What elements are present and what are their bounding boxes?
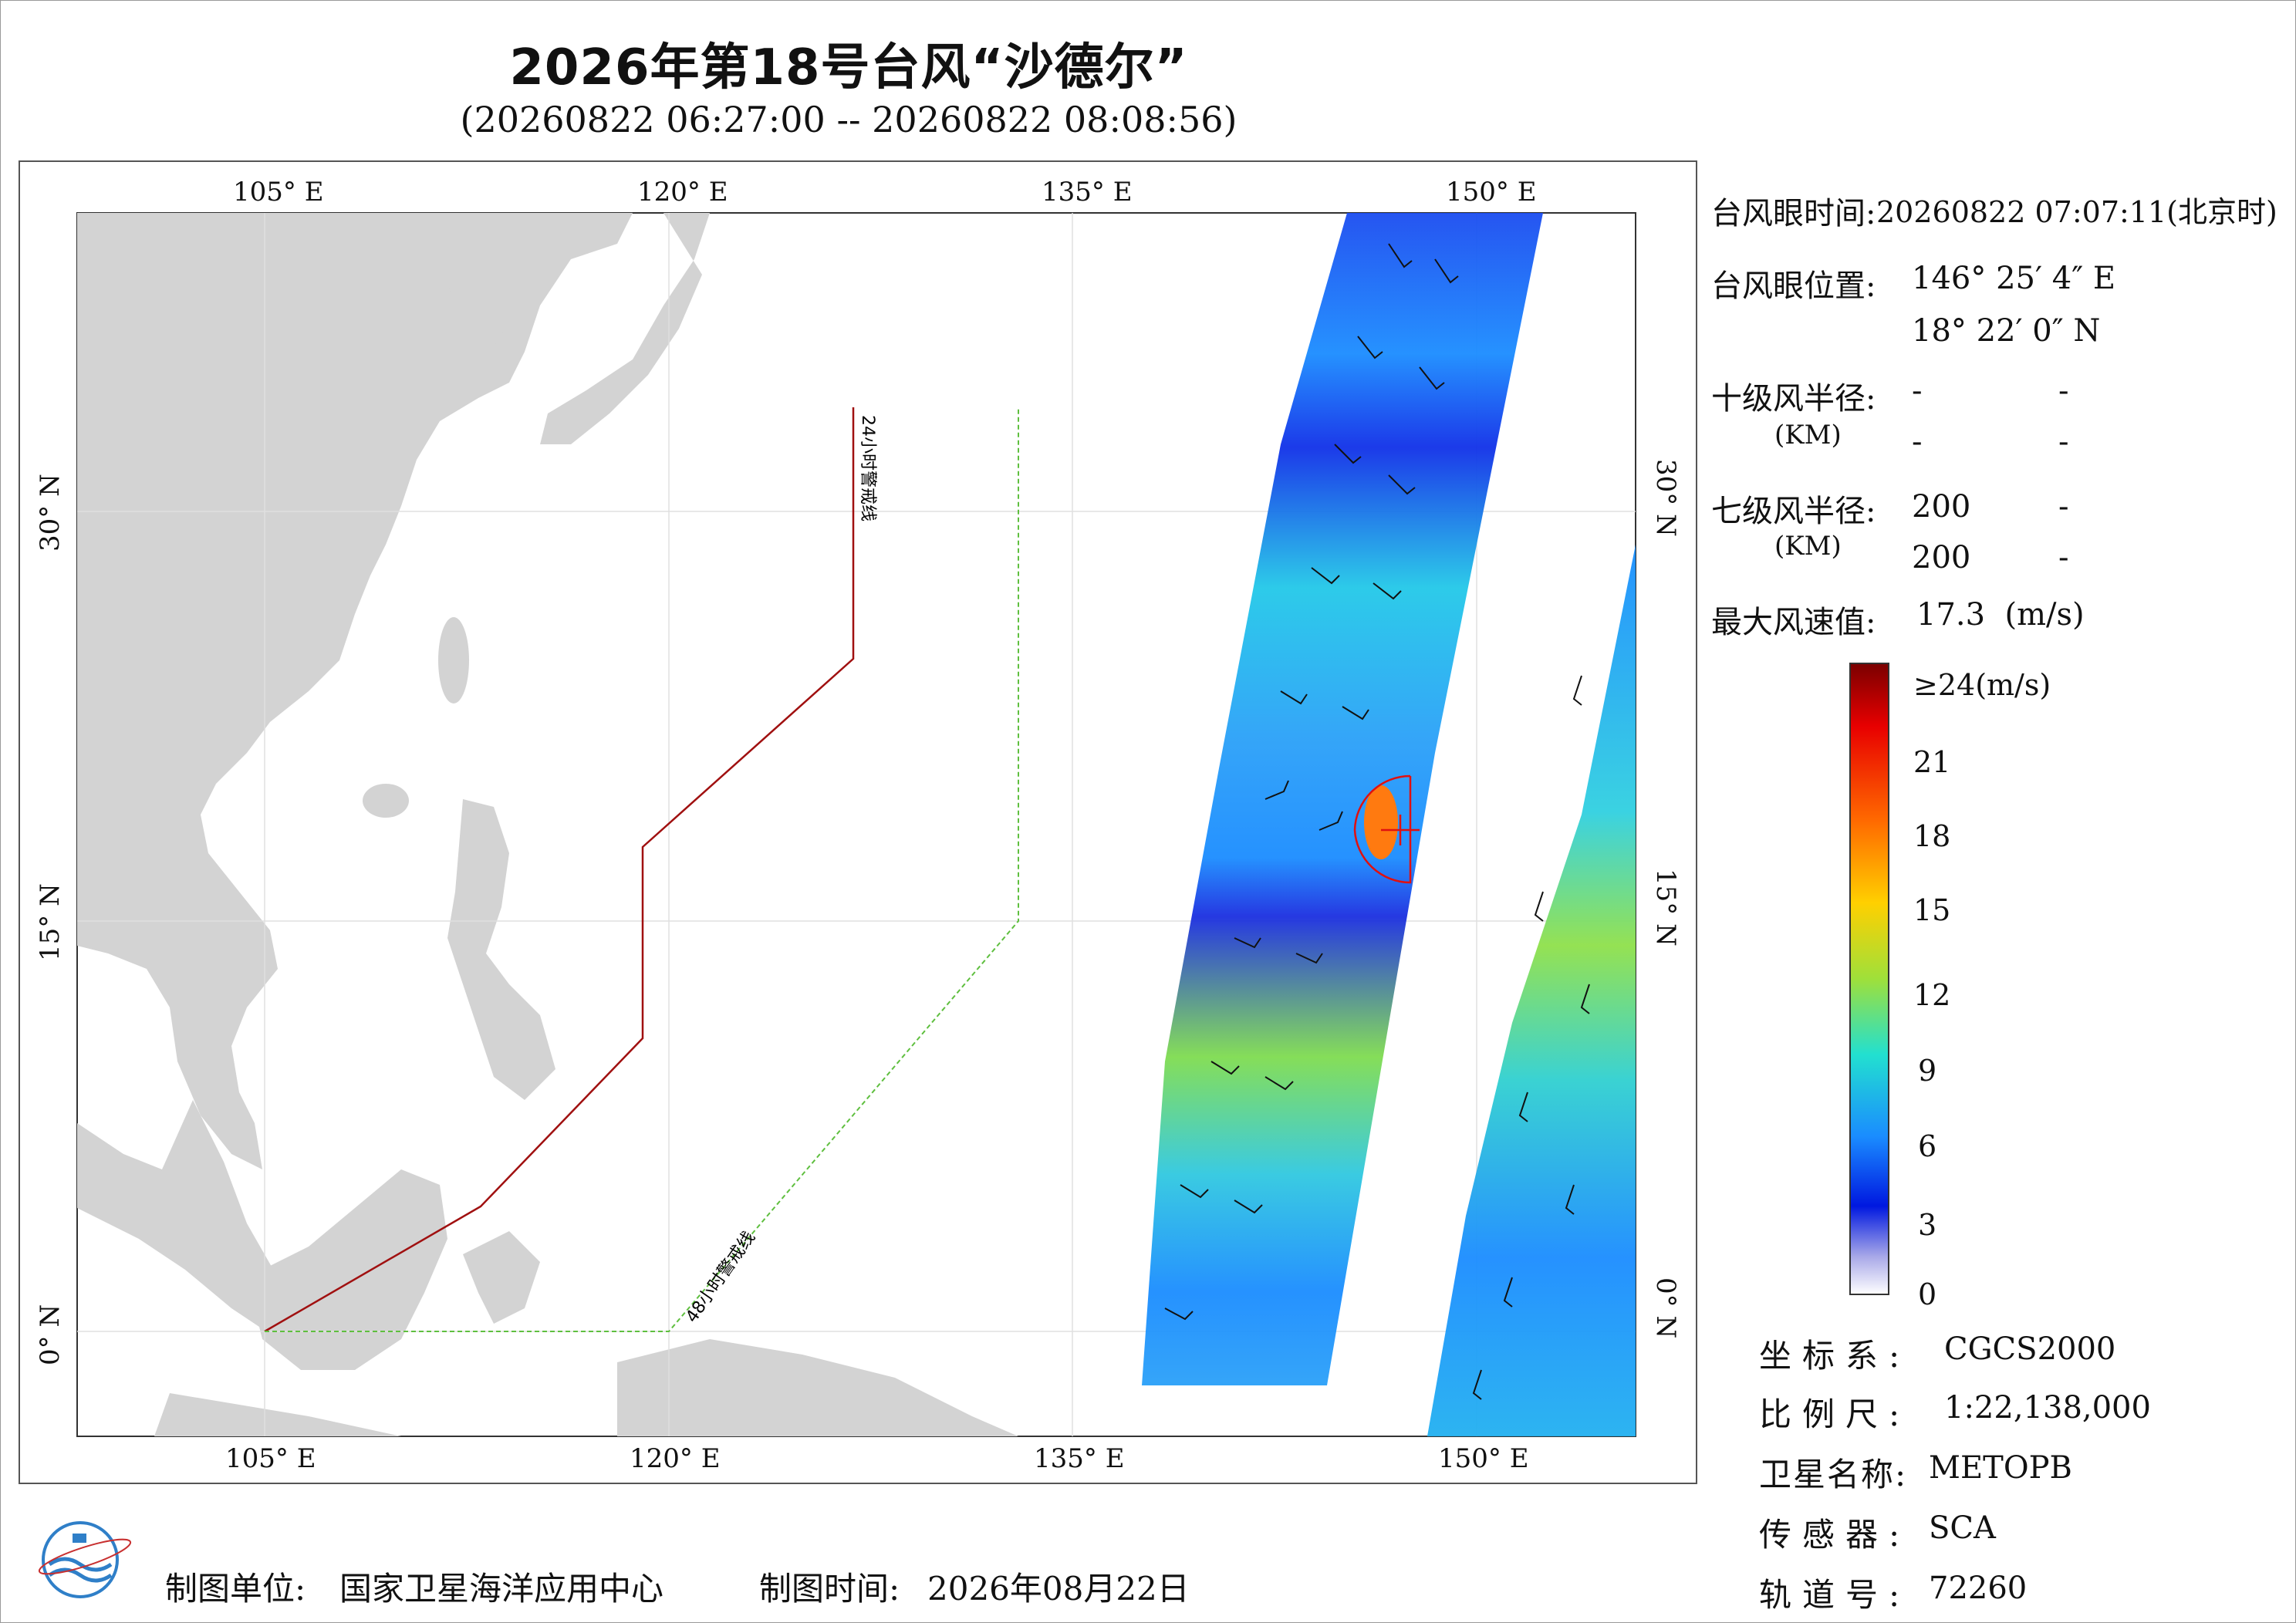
colorbar-tick-9: 9	[1918, 1054, 1937, 1088]
lon-tick-top-135: 135° E	[1042, 177, 1133, 208]
lon-tick-bottom-135: 135° E	[1034, 1443, 1125, 1474]
land-korea	[440, 213, 525, 359]
lat-tick-right-15: 15° N	[1650, 869, 1681, 946]
wind-barbs	[1164, 243, 1590, 1400]
lon-tick-top-105: 105° E	[233, 177, 324, 208]
production-date-value: 2026年08月22日	[927, 1570, 1190, 1608]
map-panel: 24小时警戒线 48小时警戒线 105° E 120° E 135° E 150…	[19, 160, 1697, 1484]
colorbar-tick-15: 15	[1913, 893, 1951, 927]
orbit-label: 轨道号:	[1759, 1576, 1911, 1614]
wind-map: 24小时警戒线 48小时警戒线 105° E 120° E 135° E 150…	[35, 177, 1681, 1474]
lon-tick-bottom-120: 120° E	[630, 1443, 721, 1474]
axis-labels: 105° E 120° E 135° E 150° E 105° E 120° …	[35, 177, 1681, 1474]
colorbar-tick-12: 12	[1913, 978, 1951, 1012]
r10-value-2: -	[2058, 373, 2069, 409]
lat-tick-right-0: 0° N	[1650, 1277, 1681, 1338]
r7-value-4: -	[2058, 540, 2069, 575]
producer-label: 制图单位:	[165, 1570, 306, 1608]
land-new-guinea	[617, 1339, 1018, 1436]
colorbar-tick-18: 18	[1913, 819, 1951, 853]
r7-value-1: 200	[1912, 489, 1971, 525]
r7-unit: (KM)	[1774, 531, 1842, 562]
colorbar	[1849, 663, 1889, 1295]
crs-label: 坐标系:	[1759, 1337, 1911, 1375]
scale-value: 1:22,138,000	[1944, 1390, 2151, 1426]
lat-tick-left-0: 0° N	[35, 1304, 66, 1365]
eye-longitude: 146° 25′ 4″ E	[1912, 261, 2116, 296]
production-date-label: 制图时间:	[759, 1570, 900, 1608]
land-japan	[540, 213, 710, 444]
r7-value-2: -	[2058, 489, 2069, 525]
land-taiwan	[438, 617, 469, 704]
lon-tick-bottom-105: 105° E	[225, 1443, 316, 1474]
warning-line-24h-label: 24小时警戒线	[858, 415, 877, 521]
r7-label: 七级风半径:	[1711, 494, 1876, 529]
r10-value-1: -	[1912, 373, 1923, 409]
r10-unit: (KM)	[1774, 420, 1842, 450]
eye-latitude: 18° 22′ 0″ N	[1912, 313, 2101, 349]
eye-time-label: 台风眼时间:	[1711, 196, 1876, 231]
plot-area: 24小时警戒线 48小时警戒线	[76, 212, 1636, 1437]
scatterometer-swath-west	[1427, 545, 1636, 1436]
r10-value-4: -	[2058, 424, 2069, 460]
storm-core-winds	[1364, 785, 1398, 859]
eye-time-value: 20260822 07:07:11(北京时)	[1876, 195, 2277, 229]
land-sulawesi	[463, 1231, 540, 1324]
satellite-label: 卫星名称:	[1759, 1456, 1908, 1493]
r7-value-3: 200	[1912, 540, 1971, 575]
agency-logo-icon	[38, 1521, 132, 1598]
sensor-label: 传感器:	[1759, 1516, 1911, 1554]
lat-tick-left-15: 15° N	[35, 883, 66, 961]
colorbar-tick-0: 0	[1918, 1277, 1937, 1311]
producer-value: 国家卫星海洋应用中心	[339, 1570, 664, 1608]
crs-value: CGCS2000	[1944, 1331, 2116, 1367]
land-mainland	[77, 213, 633, 1169]
satellite-value: METOPB	[1929, 1450, 2072, 1486]
eye-position-label: 台风眼位置:	[1711, 268, 1876, 304]
land-borneo	[247, 1169, 447, 1370]
max-wind-label: 最大风速值:	[1711, 605, 1876, 640]
r10-label: 十级风半径:	[1711, 381, 1876, 417]
scatterometer-swath-east	[1142, 213, 1543, 1385]
land-java	[154, 1393, 401, 1436]
colorbar-tick-3: 3	[1918, 1208, 1937, 1242]
land-masses	[77, 213, 1018, 1436]
typhoon-eye-marker	[1353, 774, 1420, 884]
colorbar-top-label: ≥24(m/s)	[1913, 668, 2051, 702]
r10-value-3: -	[1912, 424, 1923, 460]
land-hainan	[363, 784, 409, 818]
warning-line-24h	[264, 407, 855, 1333]
land-philippines	[447, 799, 555, 1100]
lat-tick-left-30: 30° N	[35, 474, 66, 552]
lon-tick-top-120: 120° E	[637, 177, 728, 208]
scale-label: 比例尺:	[1759, 1395, 1911, 1433]
lon-tick-top-150: 150° E	[1446, 177, 1537, 208]
time-range-subtitle: (20260822 06:27:00 -- 20260822 08:08:56)	[460, 99, 1237, 140]
max-wind-value: 17.3 (m/s)	[1916, 597, 2085, 633]
colorbar-gradient	[1849, 663, 1889, 1295]
map-title: 2026年第18号台风“沙德尔”	[509, 39, 1188, 96]
colorbar-tick-21: 21	[1913, 745, 1951, 779]
warning-line-48h	[265, 407, 1019, 1332]
sensor-value: SCA	[1929, 1510, 1996, 1546]
colorbar-tick-6: 6	[1918, 1129, 1937, 1163]
orbit-value: 72260	[1929, 1571, 2028, 1606]
lon-tick-bottom-150: 150° E	[1438, 1443, 1529, 1474]
lat-tick-right-30: 30° N	[1650, 459, 1681, 537]
